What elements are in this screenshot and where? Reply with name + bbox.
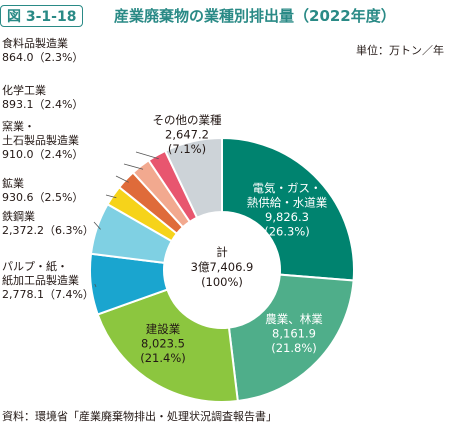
slice-label: 食料品製造業 864.0（2.3%）: [2, 36, 83, 64]
slice-label-line: 8,161.9: [272, 327, 316, 341]
slice-label: 農業、林業 8,161.9 (21.8%): [265, 312, 323, 355]
center-total-line: 計: [216, 245, 228, 259]
slice-label-line: 930.6（2.5%）: [2, 191, 83, 204]
slice-label-line: 2,778.1（7.4%）: [2, 288, 94, 301]
slice-label: 鉄鋼業 2,372.2（6.3%）: [2, 209, 94, 237]
slice-label-line: 9,826.3: [265, 210, 309, 224]
slice-label: パルプ・紙・紙加工品製造業 2,778.1（7.4%）: [2, 259, 94, 301]
figure-header: 図 3-1-18 産業廃棄物の業種別排出量（2022年度）: [0, 0, 450, 30]
slice-label-line: 2,372.2（6.3%）: [2, 224, 94, 237]
slice-label-line: 土石製品製造業: [2, 133, 79, 147]
leader-line: [135, 151, 159, 160]
leader-line: [123, 163, 144, 170]
slice-label-line: パルプ・紙・: [2, 259, 68, 273]
chart-title: 産業廃棄物の業種別排出量（2022年度）: [114, 7, 396, 25]
donut-slice: [163, 136, 223, 219]
slice-label: その他の業種 2,647.2 (7.1%): [153, 113, 222, 156]
slice-label-line: 電気・ガス・: [253, 181, 322, 195]
slice-label-line: その他の業種: [153, 113, 222, 127]
slice-label-line: 910.0（2.4%）: [2, 148, 83, 161]
slice-label-line: 建設業: [146, 322, 181, 336]
donut-slice: [227, 273, 355, 403]
slice-label: 鉱業 930.6（2.5%）: [2, 176, 83, 204]
slice-label-line: 熱供給・水道業: [247, 196, 328, 210]
slice-label-line: 食料品製造業: [2, 36, 68, 50]
slice-label-line: 窯業・: [2, 119, 35, 133]
slice-label-line: (21.4%): [140, 351, 186, 365]
slice-label: 建設業 8,023.5 (21.4%): [140, 322, 186, 365]
slice-label-line: 紙加工品製造業: [2, 273, 79, 287]
leader-line: [115, 175, 129, 183]
donut-slice: [221, 136, 355, 282]
slice-label: 窯業・土石製品製造業 910.0（2.4%）: [2, 119, 83, 161]
donut-slice: [96, 288, 239, 403]
slice-label-line: 8,023.5: [141, 337, 185, 351]
slice-label-line: 化学工業: [2, 83, 46, 97]
unit-label: 単位：万トン／年: [356, 44, 444, 57]
leader-line: [105, 194, 117, 199]
slice-label: 化学工業 893.1（2.4%）: [2, 83, 83, 111]
leader-line: [93, 221, 101, 230]
slice-label-line: 農業、林業: [265, 312, 323, 326]
center-total-line: (100%): [201, 275, 243, 289]
source-note: 資料：環境省「産業廃棄物排出・処理状況調査報告書」: [2, 410, 277, 423]
slice-label-line: (26.3%): [264, 225, 310, 239]
leader-line: [94, 283, 97, 288]
slice-label-line: 鉱業: [2, 176, 24, 190]
donut-slices: [89, 136, 355, 403]
center-total-label: 計 3億7,406.9 (100%): [191, 245, 254, 289]
slice-label-line: 2,647.2: [165, 128, 209, 142]
slice-label-line: 864.0（2.3%）: [2, 51, 83, 64]
slice-label: 電気・ガス・熱供給・水道業 9,826.3 (26.3%): [247, 181, 328, 239]
slice-label-line: 893.1（2.4%）: [2, 98, 83, 111]
figure-number-badge: 図 3-1-18: [0, 5, 84, 27]
slice-label-line: 鉄鋼業: [2, 209, 35, 223]
center-total-line: 3億7,406.9: [191, 260, 254, 274]
slice-label-line: (21.8%): [271, 341, 317, 355]
slice-label-line: (7.1%): [168, 142, 206, 156]
